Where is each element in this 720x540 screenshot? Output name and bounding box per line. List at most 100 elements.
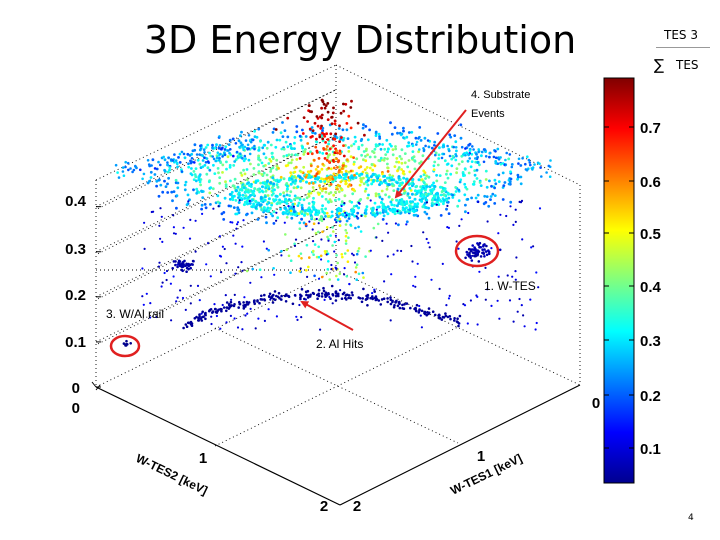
data-point [380,298,384,301]
data-point [271,131,275,134]
annotation-substrate-line1: 4. Substrate [471,89,530,101]
data-point [375,179,379,183]
data-point [514,220,517,223]
data-point [302,116,306,119]
data-point [272,293,275,297]
data-point [236,223,239,226]
data-point [294,238,298,241]
data-point [386,255,389,258]
data-point [413,167,417,171]
data-point [215,143,218,147]
data-point [332,193,336,197]
data-point [372,178,376,182]
data-point [325,253,328,256]
data-point [248,189,252,193]
data-point [361,126,365,130]
data-point [321,152,325,155]
data-point [340,204,343,208]
data-point [303,150,307,154]
box-edge-top-right [335,64,581,186]
data-point [244,314,247,317]
data-point [271,214,274,218]
data-point [320,295,324,298]
data-point [453,319,456,322]
data-point [435,173,438,177]
data-point [311,228,314,231]
data-point [548,175,552,178]
data-point [316,213,320,216]
data-point [450,157,454,161]
data-point [405,302,409,305]
data-point [247,301,251,304]
data-point [263,293,266,297]
data-point [338,272,342,276]
data-point [371,209,374,213]
data-point [396,169,399,173]
data-point [314,140,318,144]
data-point [358,183,362,187]
data-point [474,196,478,200]
data-point [306,275,309,278]
data-point [263,319,266,322]
data-point [400,201,404,204]
data-point [175,194,179,198]
data-point [371,296,374,300]
data-point [415,143,418,146]
data-point [273,273,276,276]
data-point [358,202,361,205]
data-point [221,163,225,167]
data-point [451,193,454,197]
data-point [434,151,438,155]
data-point [260,294,263,298]
data-point [422,169,426,173]
data-point [243,296,246,299]
data-point [267,209,271,213]
data-point [290,206,294,210]
data-point [306,142,310,145]
data-point [168,168,171,172]
data-point [300,316,303,319]
data-point [359,177,363,180]
data-point [397,223,400,227]
data-point [447,196,451,200]
data-point [256,218,260,221]
data-point [332,106,335,110]
data-point [458,224,461,227]
data-point [305,243,309,247]
data-point [249,281,252,284]
data-point [200,190,204,194]
data-point [351,213,354,216]
z-tick-label: 0 [72,380,80,397]
data-point [180,170,184,173]
colorbar-label-denominator: TES [676,58,699,72]
data-point [198,180,202,184]
data-point [189,159,192,163]
data-point [231,137,235,141]
data-point [242,186,246,190]
data-point [473,246,476,249]
data-point [485,195,489,199]
data-point [408,186,412,190]
data-point [145,292,148,295]
data-point [225,321,228,324]
data-point [336,187,339,191]
data-point [181,269,184,273]
data-point [212,207,215,210]
data-point [402,191,406,195]
data-point [387,147,390,151]
data-point [400,157,403,161]
data-point [463,167,467,171]
data-point [194,167,198,171]
data-point [358,297,362,300]
data-point [391,153,395,157]
data-point [241,193,245,197]
data-point [419,314,422,317]
data-point [433,195,437,199]
data-point [356,211,360,215]
data-point [479,184,483,188]
data-point [326,118,330,121]
data-point [163,158,167,162]
data-point [422,231,425,234]
data-point [321,204,324,208]
data-point [330,263,333,267]
